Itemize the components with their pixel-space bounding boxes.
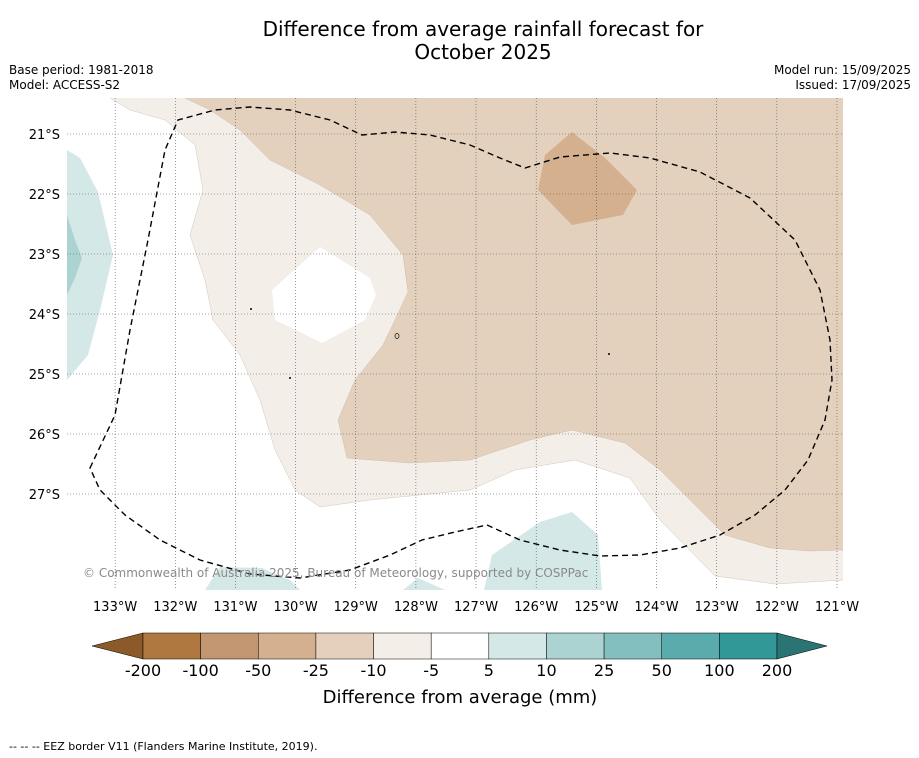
model-run-label: Model run: 15/09/2025 bbox=[773, 63, 911, 77]
model-label: Model: ACCESS-S2 bbox=[9, 78, 121, 92]
x-tick-label: 133°W bbox=[93, 600, 137, 615]
colorbar-tick-label: 50 bbox=[652, 661, 672, 680]
region-teal-west-inner bbox=[67, 215, 82, 295]
x-tick-label: 127°W bbox=[454, 600, 498, 615]
colorbar-cell bbox=[430, 632, 490, 660]
colorbar-tick-label: -50 bbox=[245, 661, 271, 680]
island-dot-3 bbox=[608, 353, 610, 355]
colorbar-cell bbox=[661, 632, 720, 660]
region-white-hole bbox=[272, 247, 376, 343]
y-tick-label: 22°S bbox=[29, 188, 60, 203]
y-tick-label: 25°S bbox=[29, 368, 60, 383]
grid-lines-horizontal bbox=[67, 133, 843, 495]
colorbar-cells bbox=[91, 632, 828, 660]
colorbar-cell bbox=[258, 632, 317, 660]
x-tick-label: 123°W bbox=[695, 600, 739, 615]
meta-right: Model run: 15/09/2025 Issued: 17/09/2025 bbox=[774, 63, 911, 93]
contour-outline-light bbox=[109, 98, 843, 585]
x-tick-label: 121°W bbox=[815, 600, 859, 615]
chart-title: Difference from average rainfall forecas… bbox=[0, 18, 919, 64]
x-tick-label: 124°W bbox=[634, 600, 678, 615]
colorbar-tick-label: -10 bbox=[360, 661, 386, 680]
colorbar-extend-low bbox=[91, 632, 144, 660]
colorbar-extend-high bbox=[776, 632, 828, 660]
x-tick-labels: 133°W 132°W 131°W 130°W 129°W 128°W 127°W 126°W… bbox=[93, 600, 859, 615]
colorbar-label: Difference from average (mm) bbox=[323, 687, 598, 708]
colorbar-tick-label: 100 bbox=[704, 661, 735, 680]
island-ring bbox=[394, 333, 400, 339]
colorbar-tick-label: -200 bbox=[125, 661, 161, 680]
x-tick-label: 126°W bbox=[514, 600, 558, 615]
y-tick-label: 26°S bbox=[29, 428, 60, 443]
y-tick-label: 27°S bbox=[29, 488, 60, 503]
colorbar-cell bbox=[719, 632, 778, 660]
footnote: -- -- -- EEZ border V11 (Flanders Marine… bbox=[9, 740, 318, 753]
colorbar-cell bbox=[315, 632, 374, 660]
region-teal-west bbox=[67, 150, 113, 380]
x-tick-label: 131°W bbox=[213, 600, 257, 615]
y-tick-label: 23°S bbox=[29, 248, 60, 263]
colorbar-cell bbox=[373, 632, 432, 660]
region-teal-south-mid bbox=[403, 578, 445, 590]
meta-left: Base period: 1981-2018 Model: ACCESS-S2 bbox=[9, 63, 154, 93]
title-line-2: October 2025 bbox=[414, 40, 552, 64]
region-teal-south-left bbox=[205, 567, 300, 590]
colorbar-tick-label: 5 bbox=[484, 661, 494, 680]
island-dot-1 bbox=[250, 308, 252, 310]
region-dark-tan bbox=[538, 132, 637, 225]
contour-outline-tan bbox=[184, 98, 843, 552]
island-dot-2 bbox=[289, 377, 291, 379]
colorbar-tick-labels: -200 -100 -50 -25 -10 -5 5 10 25 50 100 200 bbox=[125, 661, 792, 680]
colorbar-tick-label: -5 bbox=[423, 661, 439, 680]
title-line-1: Difference from average rainfall forecas… bbox=[262, 17, 704, 41]
colorbar-cell bbox=[546, 632, 605, 660]
colorbar-tick-label: 25 bbox=[594, 661, 614, 680]
colorbar-tick-label: -25 bbox=[303, 661, 329, 680]
map-plot-area bbox=[67, 98, 843, 590]
colorbar-cell bbox=[488, 632, 547, 660]
y-tick-labels: 21°S 22°S 23°S 24°S 25°S 26°S 27°S bbox=[29, 128, 60, 503]
grid-lines-vertical bbox=[114, 98, 838, 590]
eez-border bbox=[89, 106, 833, 579]
x-tick-label: 130°W bbox=[274, 600, 318, 615]
x-tick-label: 128°W bbox=[394, 600, 438, 615]
region-tan bbox=[185, 98, 843, 551]
issued-label: Issued: 17/09/2025 bbox=[795, 78, 911, 92]
colorbar-cell bbox=[603, 632, 662, 660]
x-tick-label: 132°W bbox=[153, 600, 197, 615]
colorbar-tick-label: 10 bbox=[536, 661, 556, 680]
base-period-label: Base period: 1981-2018 bbox=[9, 63, 154, 77]
colorbar-cell bbox=[200, 632, 259, 660]
y-tick-label: 24°S bbox=[29, 308, 60, 323]
colorbar-tick-label: 200 bbox=[762, 661, 793, 680]
colorbar-cell bbox=[142, 632, 201, 660]
copyright-note: © Commonwealth of Australia 2025, Bureau… bbox=[83, 566, 589, 580]
colorbar-tick-label: -100 bbox=[182, 661, 218, 680]
x-tick-label: 129°W bbox=[334, 600, 378, 615]
x-tick-label: 122°W bbox=[755, 600, 799, 615]
y-tick-label: 21°S bbox=[29, 128, 60, 143]
x-tick-label: 125°W bbox=[574, 600, 618, 615]
region-teal-south-right bbox=[484, 512, 602, 590]
